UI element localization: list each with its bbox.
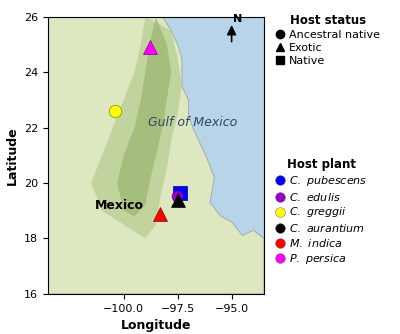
Point — [176, 190, 183, 195]
Point — [173, 193, 180, 198]
Point — [174, 197, 181, 202]
Text: Gulf of Mexico: Gulf of Mexico — [148, 116, 237, 129]
Point — [112, 108, 118, 114]
Point — [146, 44, 153, 50]
Point — [157, 211, 164, 216]
Legend: Ancestral native, Exotic, Native: Ancestral native, Exotic, Native — [274, 12, 382, 68]
Polygon shape — [117, 17, 171, 216]
Y-axis label: Latitude: Latitude — [6, 126, 18, 185]
X-axis label: Longitude: Longitude — [121, 319, 191, 332]
Text: N: N — [234, 14, 243, 24]
Polygon shape — [48, 17, 264, 294]
Text: Mexico: Mexico — [95, 199, 144, 212]
Legend: $\it{C.}\ \it{pubescens}$, $\it{C.}\ \it{edulis}$, $\it{C.}\ \it{greggii}$, $\it: $\it{C.}\ \it{pubescens}$, $\it{C.}\ \it… — [274, 156, 370, 268]
Polygon shape — [91, 17, 182, 238]
